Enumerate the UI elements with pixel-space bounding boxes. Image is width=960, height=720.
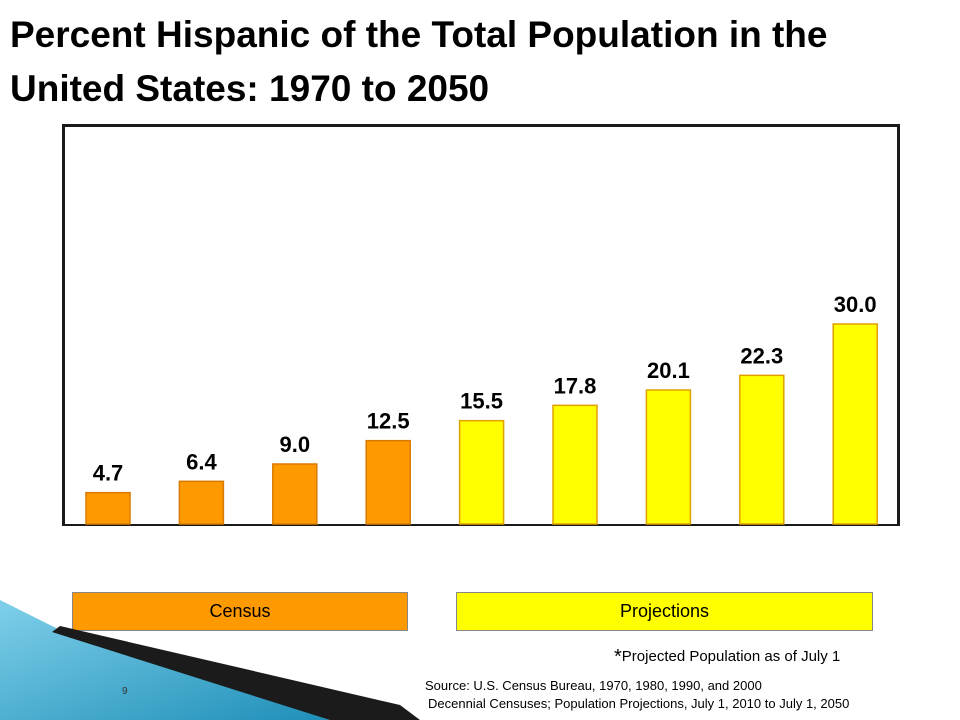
bar-2050 — [832, 323, 878, 525]
legend-projections-label: Projections — [619, 601, 710, 621]
page-number: 9 — [122, 686, 128, 697]
legend-census: Census — [72, 592, 408, 631]
bar-chart: 4.7 6.4 9.0 12.5 15.5 17.8 20.1 22.3 30.0 — [85, 292, 878, 525]
legend-census-label: Census — [209, 601, 271, 621]
data-label-2010: 15.5 — [460, 389, 503, 414]
source-line-2: Decennial Censuses; Population Projectio… — [428, 696, 850, 711]
bar-1990 — [272, 463, 318, 525]
teal-wedge — [0, 600, 330, 720]
data-label-1990: 9.0 — [280, 432, 311, 457]
footnote-marker: * — [614, 646, 622, 668]
source-line-1: Source: U.S. Census Bureau, 1970, 1980, … — [425, 678, 762, 693]
bar-1970 — [85, 491, 131, 525]
slide-title: Percent Hispanic of the Total Population… — [10, 14, 828, 109]
bar-2010 — [458, 419, 505, 525]
bar-2040 — [739, 374, 785, 525]
footnote-text: Projected Population as of July 1 — [621, 648, 841, 665]
bar-1980 — [178, 480, 225, 525]
data-label-1970: 4.7 — [93, 461, 124, 486]
legend-projections: Projections — [456, 592, 873, 631]
decorative-swoosh — [0, 600, 420, 720]
data-label-2030: 20.1 — [647, 358, 690, 383]
data-label-2020: 17.8 — [554, 373, 597, 398]
footnote: *Projected Population as of July 1 — [614, 646, 840, 669]
data-label-1980: 6.4 — [186, 449, 217, 474]
bar-2000 — [365, 439, 411, 525]
data-label-2050: 30.0 — [834, 292, 877, 317]
data-label-2000: 12.5 — [367, 409, 410, 434]
dark-wedge — [52, 626, 420, 720]
bar-2020 — [552, 404, 598, 525]
data-label-2040: 22.3 — [740, 343, 783, 368]
bar-2030 — [645, 389, 692, 525]
